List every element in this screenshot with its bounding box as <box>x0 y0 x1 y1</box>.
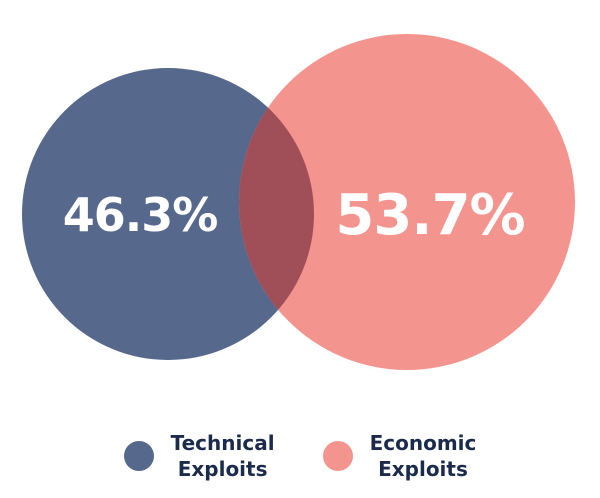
legend-label-technical-line2: Exploits <box>177 457 268 481</box>
legend-label-technical-line1: Technical <box>170 431 275 455</box>
legend: Technical Exploits Economic Exploits <box>0 430 600 482</box>
legend-item-technical: Technical Exploits <box>123 430 275 482</box>
legend-item-economic: Economic Exploits <box>322 430 477 482</box>
legend-label-economic-line1: Economic <box>369 431 477 455</box>
technical-percentage-label: 46.3% <box>63 188 218 242</box>
technical-legend-dot-icon <box>123 441 154 471</box>
economic-exploits-circle <box>239 34 575 370</box>
economic-legend-dot-icon <box>322 441 353 471</box>
economic-percentage-label: 53.7% <box>335 183 524 248</box>
technical-exploits-circle <box>22 68 314 360</box>
legend-label-economic-line2: Exploits <box>378 457 468 481</box>
legend-label-technical: Technical Exploits <box>171 430 275 482</box>
legend-label-economic: Economic Exploits <box>370 430 477 482</box>
